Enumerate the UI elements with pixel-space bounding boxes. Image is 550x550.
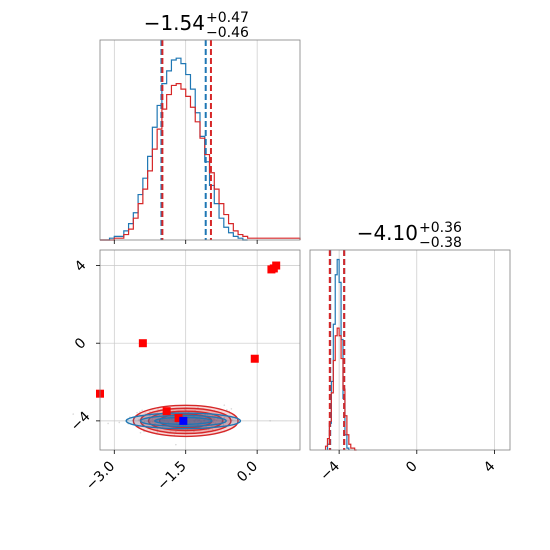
joint-frame (99, 249, 301, 451)
p1-marginal-panel (99, 39, 301, 244)
p2-frame (309, 249, 511, 451)
joint-sample-point (72, 413, 75, 415)
joint-sample-point (197, 419, 200, 422)
joint-sample-point (198, 419, 201, 421)
joint-sample-point (118, 421, 121, 424)
p2-xtick-label: −4 (317, 458, 343, 484)
joint-sample-point (163, 419, 166, 421)
joint-sample-point (214, 422, 217, 424)
joint-marker-2 (269, 264, 278, 273)
joint-sample-point (198, 419, 201, 422)
joint-sample-point (143, 420, 146, 423)
joint-sample-point (151, 420, 154, 423)
joint-sample-point (193, 419, 196, 422)
p2-title-upper: +0.36 (419, 220, 462, 236)
p1-frame (99, 39, 301, 241)
joint-sample-point (196, 420, 199, 422)
joint-sample-point (211, 428, 214, 431)
joint-sample-point (223, 404, 226, 406)
joint-ytick-label: 4 (72, 257, 90, 275)
joint-sample-point (156, 419, 159, 422)
joint-panel: −3.0 −1.5 0.0 −4 0 4 (68, 249, 301, 494)
joint-sample-point (215, 419, 218, 422)
joint-ytick-label: 0 (72, 335, 90, 353)
joint-sample-point (175, 430, 177, 433)
p2-title-lower: −0.38 (419, 235, 462, 251)
joint-sample-point (157, 408, 159, 410)
p2-marginal-panel: −4 0 4 (309, 249, 511, 484)
joint-marker-4 (250, 354, 259, 363)
joint-sample-point (188, 421, 191, 424)
joint-sample-point (203, 419, 206, 422)
joint-marker-7 (174, 413, 183, 422)
joint-sample-point (151, 418, 154, 420)
joint-marker-6 (162, 407, 171, 416)
joint-marker-3 (138, 339, 147, 348)
joint-sample-point (212, 421, 214, 423)
joint-sample-point (185, 409, 187, 411)
joint-marker-8 (179, 416, 188, 425)
joint-sample-point (141, 409, 143, 412)
joint-sample-point (269, 420, 271, 422)
p2-xtick-label: 4 (481, 458, 499, 476)
joint-xtick-label: 0.0 (234, 458, 261, 485)
p1-title: −1.54 (144, 11, 205, 35)
joint-sample-point (230, 408, 233, 410)
joint-sample-point (156, 428, 159, 431)
joint-sample-point (167, 421, 170, 423)
joint-sample-point (136, 411, 138, 414)
joint-sample-point (137, 419, 140, 421)
joint-sample-point (213, 419, 215, 422)
joint-sample-point (156, 431, 159, 433)
joint-sample-point (212, 417, 215, 420)
joint-sample-point (162, 418, 164, 421)
p2-xtick-label: 0 (403, 458, 421, 476)
joint-sample-point (203, 419, 205, 422)
joint-ytick-label: −4 (68, 409, 94, 435)
p1-hist-series-0 (100, 57, 248, 241)
joint-sample-point (200, 420, 203, 423)
joint-sample-point (222, 424, 225, 426)
joint-sample-point (175, 443, 177, 446)
joint-xtick-label: −1.5 (154, 458, 189, 493)
joint-sample-point (146, 420, 149, 423)
joint-sample-point (183, 408, 186, 411)
joint-sample-point (192, 420, 195, 422)
joint-sample-point (168, 418, 171, 421)
joint-sample-point (154, 422, 156, 425)
joint-sample-point (204, 414, 206, 416)
joint-sample-point (203, 419, 206, 422)
joint-xtick-label: −3.0 (83, 458, 118, 493)
joint-sample-point (194, 418, 197, 421)
joint-sample-point (175, 422, 178, 424)
joint-sample-point (107, 422, 109, 425)
p1-title-upper: +0.47 (206, 10, 249, 26)
p2-title: −4.10 (357, 221, 418, 245)
joint-sample-point (199, 421, 201, 423)
joint-sample-point (211, 417, 213, 420)
joint-sample-point (226, 409, 228, 411)
joint-sample-point (188, 418, 191, 420)
p1-hist-series-1 (100, 83, 301, 241)
joint-sample-point (139, 431, 142, 434)
joint-sample-point (214, 418, 216, 420)
joint-sample-point (231, 419, 234, 421)
p1-title-lower: −0.46 (206, 25, 249, 41)
joint-sample-point (170, 418, 173, 420)
joint-sample-point (223, 416, 226, 419)
joint-sample-point (144, 412, 146, 414)
joint-sample-point (193, 420, 196, 423)
joint-sample-point (172, 419, 174, 422)
joint-sample-point (149, 421, 152, 423)
joint-sample-point (212, 418, 215, 421)
joint-sample-point (166, 418, 168, 421)
